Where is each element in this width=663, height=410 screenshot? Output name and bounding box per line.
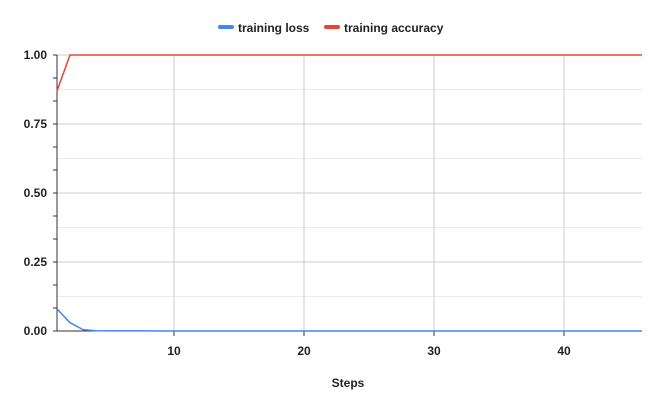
y-tick-label: 0.25 xyxy=(24,255,48,269)
legend-item-training-accuracy[interactable]: training accuracy xyxy=(324,21,444,35)
y-tick-label: 0.75 xyxy=(24,117,48,131)
y-tick-label: 0.50 xyxy=(24,186,48,200)
x-tick-label: 40 xyxy=(557,344,571,358)
x-axis-title: Steps xyxy=(332,376,365,390)
x-tick-label: 20 xyxy=(297,344,311,358)
x-tick-label: 30 xyxy=(427,344,441,358)
y-tick-label: 0.00 xyxy=(24,324,48,338)
legend-item-training-loss[interactable]: training loss xyxy=(218,21,310,35)
legend-label-training-accuracy: training accuracy xyxy=(344,21,444,35)
gridlines xyxy=(57,54,642,331)
axes xyxy=(53,54,642,336)
y-tick-label: 1.00 xyxy=(24,48,48,62)
legend-label-training-loss: training loss xyxy=(238,21,310,35)
series-line-training-loss xyxy=(56,308,642,332)
legend: training loss training accuracy xyxy=(218,21,444,35)
data-series xyxy=(56,54,642,332)
series-line-training-accuracy xyxy=(56,54,642,92)
x-tick-label: 10 xyxy=(167,344,181,358)
tick-labels: 0.00 0.25 0.50 0.75 1.00 10 20 30 40 xyxy=(24,48,571,358)
